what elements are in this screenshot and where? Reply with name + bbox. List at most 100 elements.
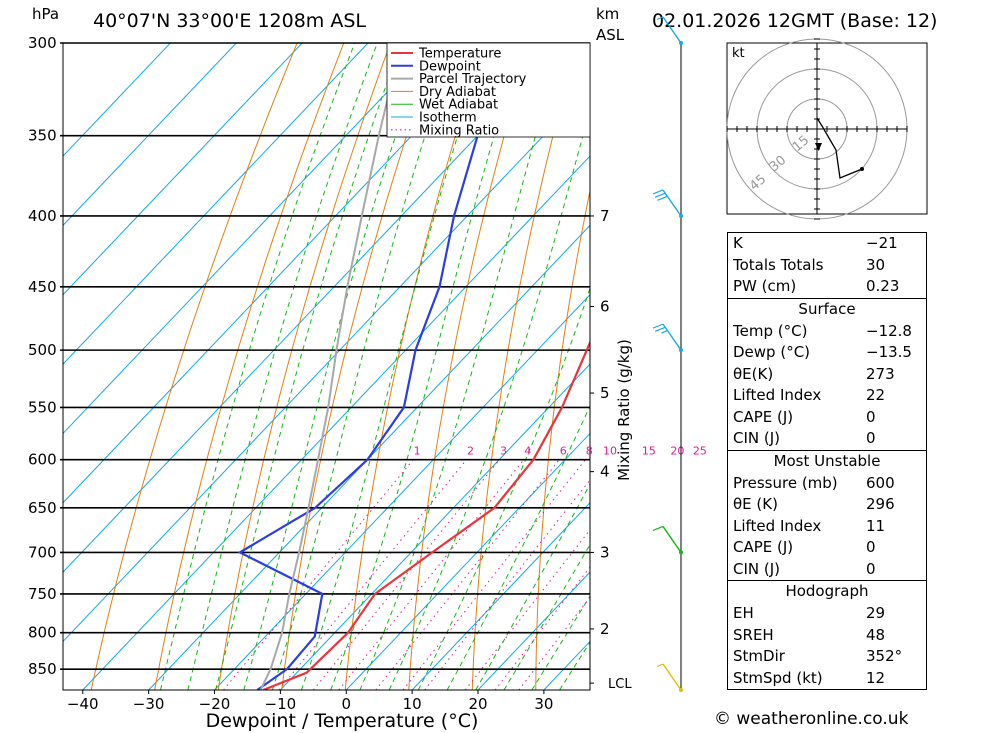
mixing-ratio-label: 6	[560, 445, 567, 458]
mu-li-label: Lifted Index	[733, 516, 822, 535]
eh-label: EH	[733, 604, 754, 622]
pressure-tick-label: 700	[28, 543, 57, 561]
mixing-ratio-line	[402, 459, 586, 690]
surface-temp-value: −12.8	[866, 321, 912, 340]
surface-cape-value: 0	[866, 407, 876, 426]
km-label: km	[596, 5, 619, 23]
sreh-row: SREH 48	[728, 625, 926, 647]
surface-temp-row: Temp (°C) −12.8	[728, 321, 926, 343]
pw-label: PW (cm)	[733, 277, 797, 295]
wind-barb-staff	[662, 189, 682, 217]
km-tick-label: 5	[600, 384, 610, 402]
mu-theta-row: θE (K) 296	[728, 494, 926, 516]
storm-motion-marker	[815, 143, 822, 151]
surface-theta-row: θE(K) 273	[728, 364, 926, 386]
datetime-title: 02.01.2026 12GMT (Base: 12)	[652, 10, 937, 32]
k-index-row: K −21	[728, 233, 926, 255]
legend-entry: Parcel Trajectory	[419, 72, 527, 87]
wind-barb-staff	[662, 663, 682, 691]
mixing-ratio-axis-label: Mixing Ratio (g/kg)	[615, 339, 633, 481]
km-tick-label: 4	[600, 463, 610, 481]
mixing-ratio-label: 1	[414, 445, 421, 458]
background-lines	[63, 43, 718, 690]
legend-entry: Isotherm	[419, 111, 477, 126]
stmspd-value: 12	[866, 668, 886, 687]
stmspd-row: StmSpd (kt) 12	[728, 668, 926, 690]
mu-cin-row: CIN (J) 0	[728, 559, 926, 581]
hodograph-section: Hodograph EH 29 SREH 48 StmDir 352° StmSpd …	[728, 580, 926, 689]
pressure-tick-label: 400	[28, 207, 57, 225]
mixing-ratio-label: 25	[693, 445, 707, 458]
hpa-label: hPa	[32, 5, 59, 23]
wind-barb-staff	[662, 323, 682, 351]
mu-title: Most Unstable	[773, 451, 881, 470]
wet-adiabat-line	[187, 43, 378, 690]
stmdir-value: 352°	[866, 647, 903, 665]
pw-row: PW (cm) 0.23	[728, 276, 926, 298]
isotherm-line	[63, 43, 501, 504]
isotherm-line	[214, 294, 590, 690]
x-tick-label: −10	[265, 695, 297, 713]
location-title: 40°07'N 33°00'E 1208m ASL	[93, 10, 366, 32]
stmspd-label: StmSpd (kt)	[733, 668, 823, 687]
legend-entry: Dry Adiabat	[419, 85, 496, 100]
mixing-ratio-label: 8	[586, 445, 593, 458]
dry-adiabat-line	[471, 43, 578, 690]
dry-adiabat-line	[535, 188, 590, 690]
surface-temp-label: Temp (°C)	[733, 321, 808, 340]
isotherm-line	[148, 224, 590, 690]
eh-row: EH 29	[728, 603, 926, 625]
mu-li-row: Lifted Index 11	[728, 516, 926, 538]
k-value: −21	[866, 234, 898, 252]
x-tick-label: 20	[468, 695, 487, 713]
sreh-value: 48	[866, 625, 886, 644]
hodograph-unit: kt	[732, 46, 745, 61]
surface-cape-label: CAPE (J)	[733, 407, 794, 426]
wind-barb	[656, 663, 683, 692]
wet-adiabat-line	[531, 595, 590, 690]
mixing-ratio-label: 20	[670, 445, 684, 458]
dry-adiabat-line	[660, 43, 718, 690]
mixing-ratio-label: 10	[603, 445, 617, 458]
mu-li-value: 11	[866, 516, 886, 535]
mu-cape-value: 0	[866, 538, 876, 556]
pw-value: 0.23	[866, 277, 900, 295]
mixing-ratio-line	[464, 529, 590, 690]
axes: 1 2 3 4 6 8 10 15 20 2530035040045050055060065070…	[28, 34, 707, 713]
isotherm-line	[411, 502, 590, 690]
mixing-ratio-label: 4	[524, 445, 531, 458]
credit-text: © weatheronline.co.uk	[714, 709, 909, 729]
isotherm-line	[63, 43, 303, 296]
surface-cin-row: CIN (J) 0	[728, 428, 926, 450]
wet-adiabat-line	[215, 43, 402, 690]
wind-barb	[652, 323, 683, 353]
totals-row: Totals Totals 30	[728, 255, 926, 277]
wet-adiabat-line	[160, 43, 356, 690]
surface-dewp-label: Dewp (°C)	[733, 343, 811, 361]
wind-barb-feather	[656, 16, 664, 21]
hodo-title: Hodograph	[785, 582, 869, 600]
mu-cape-label: CAPE (J)	[733, 538, 794, 556]
wind-barb-feather	[654, 192, 666, 198]
pressure-tick-label: 600	[28, 451, 57, 469]
mixing-ratio-label: 15	[642, 445, 656, 458]
isotherm-line	[477, 571, 590, 690]
surface-li-value: 22	[866, 386, 886, 404]
surface-li-row: Lifted Index 22	[728, 385, 926, 407]
profile-lines	[237, 43, 590, 690]
legend-entry: Temperature	[418, 47, 501, 62]
pressure-tick-label: 850	[28, 660, 57, 678]
asl-label: ASL	[596, 26, 625, 44]
surface-cin-value: 0	[866, 429, 876, 447]
wind-barb-staff	[662, 526, 682, 553]
mixing-ratio-line	[424, 479, 590, 690]
wet-adiabat-line	[359, 43, 563, 690]
legend-entry: Dewpoint	[419, 59, 481, 74]
stmdir-row: StmDir 352°	[728, 646, 926, 668]
parcel-trajectory-line	[259, 43, 402, 690]
plot-frame	[62, 42, 591, 691]
isotherm-line	[82, 155, 590, 690]
x-tick-label: −40	[67, 695, 99, 713]
wet-adiabat-line	[417, 286, 590, 690]
pressure-tick-label: 350	[28, 127, 57, 145]
